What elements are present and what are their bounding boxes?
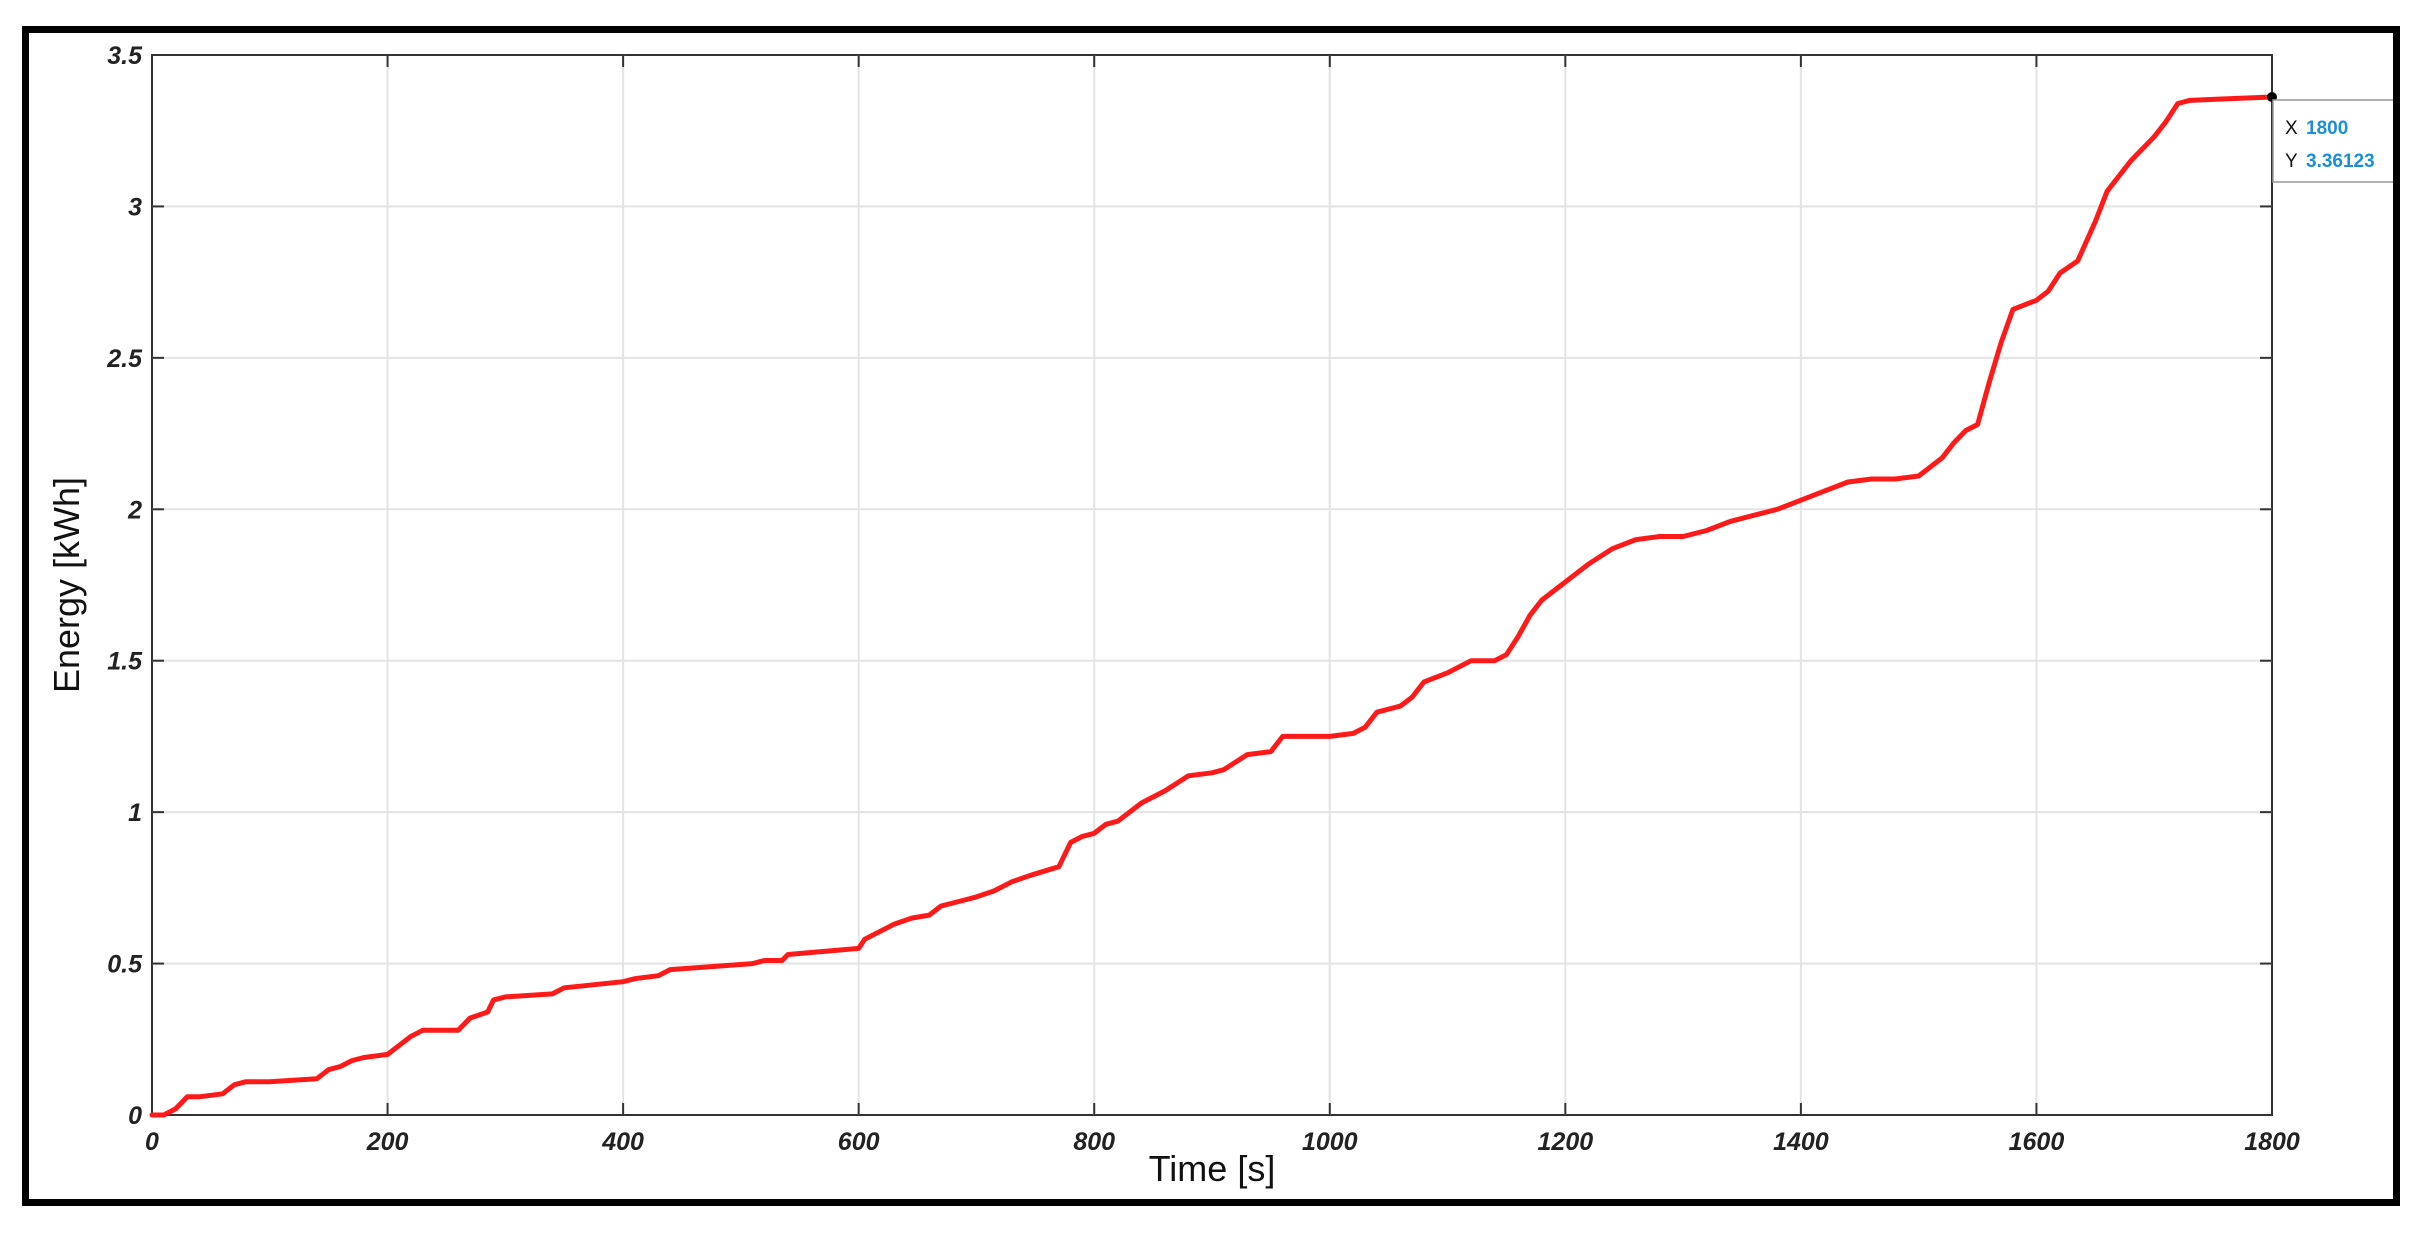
x-tick-label: 1600	[2009, 1128, 2065, 1156]
x-tick-label: 200	[366, 1128, 409, 1156]
y-tick-label: 0	[128, 1102, 142, 1130]
series-layer	[149, 94, 2275, 1118]
figure-frame: 0 200 400 600 800 1000 1200 1400 1600 1800 0 0.5 1 1.…	[22, 26, 2400, 1206]
x-tick-label: 600	[838, 1128, 880, 1156]
x-tick-label: 800	[1073, 1128, 1115, 1156]
datatip-x-value: 1800	[2306, 118, 2348, 139]
y-tick-label: 3	[128, 193, 142, 221]
line-chart: 0 200 400 600 800 1000 1200 1400 1600 1800 0 0.5 1 1.…	[46, 42, 2393, 1189]
y-tick-label: 3.5	[107, 42, 143, 70]
x-tick-label: 1200	[1538, 1128, 1594, 1156]
y-axis-title: Energy [kWh]	[46, 477, 87, 693]
datatip-y-label: Y	[2285, 151, 2298, 172]
x-tick-label: 400	[601, 1128, 644, 1156]
x-tick-label: 1400	[1773, 1128, 1829, 1156]
plot-area	[151, 54, 2273, 1116]
y-tick-label: 2	[127, 496, 142, 524]
y-tick-label: 1	[128, 799, 142, 827]
datatip[interactable]: X 1800 Y 3.36123	[2267, 92, 2393, 183]
x-tick-label: 0	[145, 1128, 159, 1156]
x-tick-label: 1000	[1302, 1128, 1358, 1156]
datatip-y-value: 3.36123	[2306, 151, 2375, 172]
energy-series-line	[149, 94, 2275, 1118]
y-tick-label: 1.5	[107, 648, 143, 676]
y-tick-label: 2.5	[106, 345, 143, 373]
datatip-box	[2272, 99, 2393, 183]
datatip-x-label: X	[2285, 118, 2298, 139]
axis-ticks: 0 200 400 600 800 1000 1200 1400 1600 1800 0 0.5 1 1.…	[106, 42, 2300, 1156]
y-tick-label: 0.5	[107, 951, 143, 979]
x-axis-title: Time [s]	[1149, 1148, 1276, 1189]
x-tick-label: 1800	[2244, 1128, 2300, 1156]
